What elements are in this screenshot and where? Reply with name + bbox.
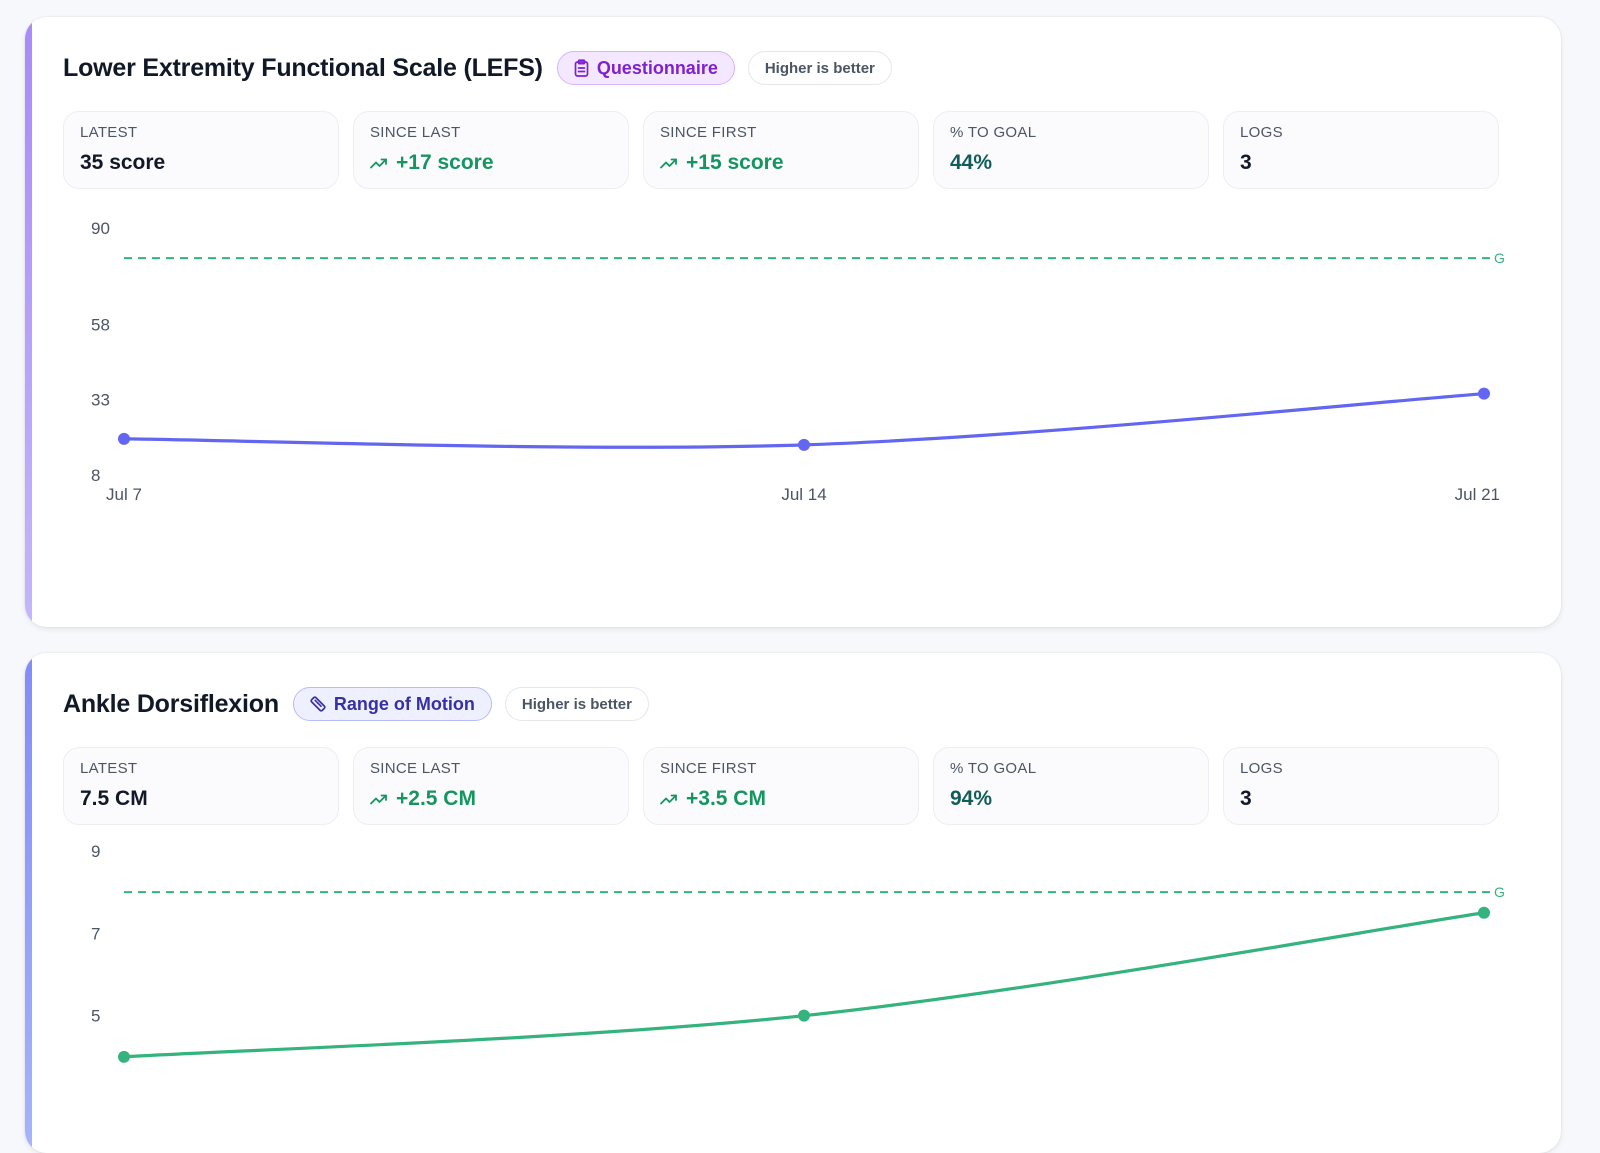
x-tick-label: Jul 21 (1455, 485, 1500, 504)
goal-line-label: G (1494, 884, 1505, 900)
stat-to-goal: % TO GOAL 94% (933, 747, 1209, 825)
stat-value-text: 44% (950, 151, 993, 174)
stat-logs: LOGS 3 (1223, 747, 1499, 825)
y-tick-label: 9 (91, 842, 100, 861)
category-badge: Range of Motion (292, 687, 492, 721)
y-tick-label: 90 (91, 219, 110, 238)
stat-value: +3.5 CM (660, 786, 902, 812)
stat-value-text: +15 score (686, 151, 784, 174)
data-point (798, 1009, 810, 1022)
x-tick-label: Jul 7 (106, 485, 142, 504)
stat-value-text: 3 (1240, 151, 1252, 174)
trending-up-icon (660, 157, 678, 169)
trend-chart: 5 7 9 G (91, 842, 1505, 1063)
stat-value: 94% (950, 786, 1192, 812)
stat-label: % TO GOAL (950, 124, 1037, 141)
card-title: Lower Extremity Functional Scale (LEFS) (63, 53, 543, 82)
stat-label: % TO GOAL (950, 760, 1037, 777)
stats-row: LATEST 35 score SINCE LAST +17 score SIN… (63, 111, 1499, 189)
data-point (1478, 387, 1490, 400)
ruler-icon (309, 695, 327, 713)
stat-value: 44% (950, 150, 1192, 176)
category-badge-label: Questionnaire (596, 57, 718, 78)
card-header: Lower Extremity Functional Scale (LEFS) … (63, 51, 892, 85)
goal-line-label: G (1494, 250, 1505, 266)
x-tick-label: Jul 14 (781, 485, 826, 504)
stat-since-last: SINCE LAST +2.5 CM (353, 747, 629, 825)
y-tick-label: 58 (91, 315, 110, 334)
y-tick-label: 33 (91, 391, 110, 410)
metric-card-ankle-dorsiflexion: Ankle Dorsiflexion Range of Motion Highe… (25, 653, 1561, 1153)
stat-value-text: 3 (1240, 787, 1252, 810)
stat-label: SINCE LAST (370, 760, 461, 777)
stat-since-last: SINCE LAST +17 score (353, 111, 629, 189)
trending-up-icon (370, 793, 388, 805)
y-tick-label: 7 (91, 924, 100, 943)
card-header: Ankle Dorsiflexion Range of Motion Highe… (63, 687, 649, 721)
stat-value: 3 (1240, 786, 1482, 812)
stat-to-goal: % TO GOAL 44% (933, 111, 1209, 189)
series-line (122, 911, 1486, 1059)
stat-value-text: 94% (950, 787, 993, 810)
stat-since-first: SINCE FIRST +15 score (643, 111, 919, 189)
trend-chart: 8 33 58 90 Jul 7 Jul 14 Jul 21 G (91, 219, 1505, 504)
stat-label: SINCE LAST (370, 124, 461, 141)
stat-label: LATEST (80, 124, 138, 141)
metric-card-lefs: Lower Extremity Functional Scale (LEFS) … (25, 17, 1561, 627)
direction-badge: Higher is better (747, 51, 892, 85)
stat-latest: LATEST 7.5 CM (63, 747, 339, 825)
stat-value-text: +3.5 CM (686, 787, 766, 810)
clipboard-icon (573, 59, 590, 77)
stat-logs: LOGS 3 (1223, 111, 1499, 189)
stat-since-first: SINCE FIRST +3.5 CM (643, 747, 919, 825)
stat-label: LOGS (1240, 124, 1283, 141)
trending-up-icon (370, 157, 388, 169)
stats-row: LATEST 7.5 CM SINCE LAST +2.5 CM SINCE F… (63, 747, 1499, 825)
stat-value: 35 score (80, 150, 322, 176)
y-tick-label: 5 (91, 1007, 100, 1026)
stat-label: LOGS (1240, 760, 1283, 777)
card-title: Ankle Dorsiflexion (63, 689, 279, 718)
data-point (1478, 906, 1490, 919)
trending-up-icon (660, 793, 678, 805)
data-point (798, 438, 810, 451)
stat-value-text: 35 score (80, 151, 166, 174)
stat-label: SINCE FIRST (660, 124, 757, 141)
category-badge-label: Range of Motion (333, 693, 475, 714)
data-point (118, 1050, 130, 1063)
stat-value: +17 score (370, 150, 612, 176)
direction-badge: Higher is better (504, 687, 649, 721)
stat-label: LATEST (80, 760, 138, 777)
card-accent-bar (25, 653, 32, 1153)
stat-latest: LATEST 35 score (63, 111, 339, 189)
stat-value-text: 7.5 CM (80, 787, 148, 810)
stat-value-text: +17 score (396, 151, 494, 174)
y-tick-label: 8 (91, 466, 100, 485)
stat-value: +2.5 CM (370, 786, 612, 812)
stat-label: SINCE FIRST (660, 760, 757, 777)
card-accent-bar (25, 17, 32, 627)
stat-value: 3 (1240, 150, 1482, 176)
stat-value: +15 score (660, 150, 902, 176)
stat-value-text: +2.5 CM (396, 787, 476, 810)
stat-value: 7.5 CM (80, 786, 322, 812)
category-badge: Questionnaire (556, 51, 735, 85)
data-point (118, 432, 130, 445)
